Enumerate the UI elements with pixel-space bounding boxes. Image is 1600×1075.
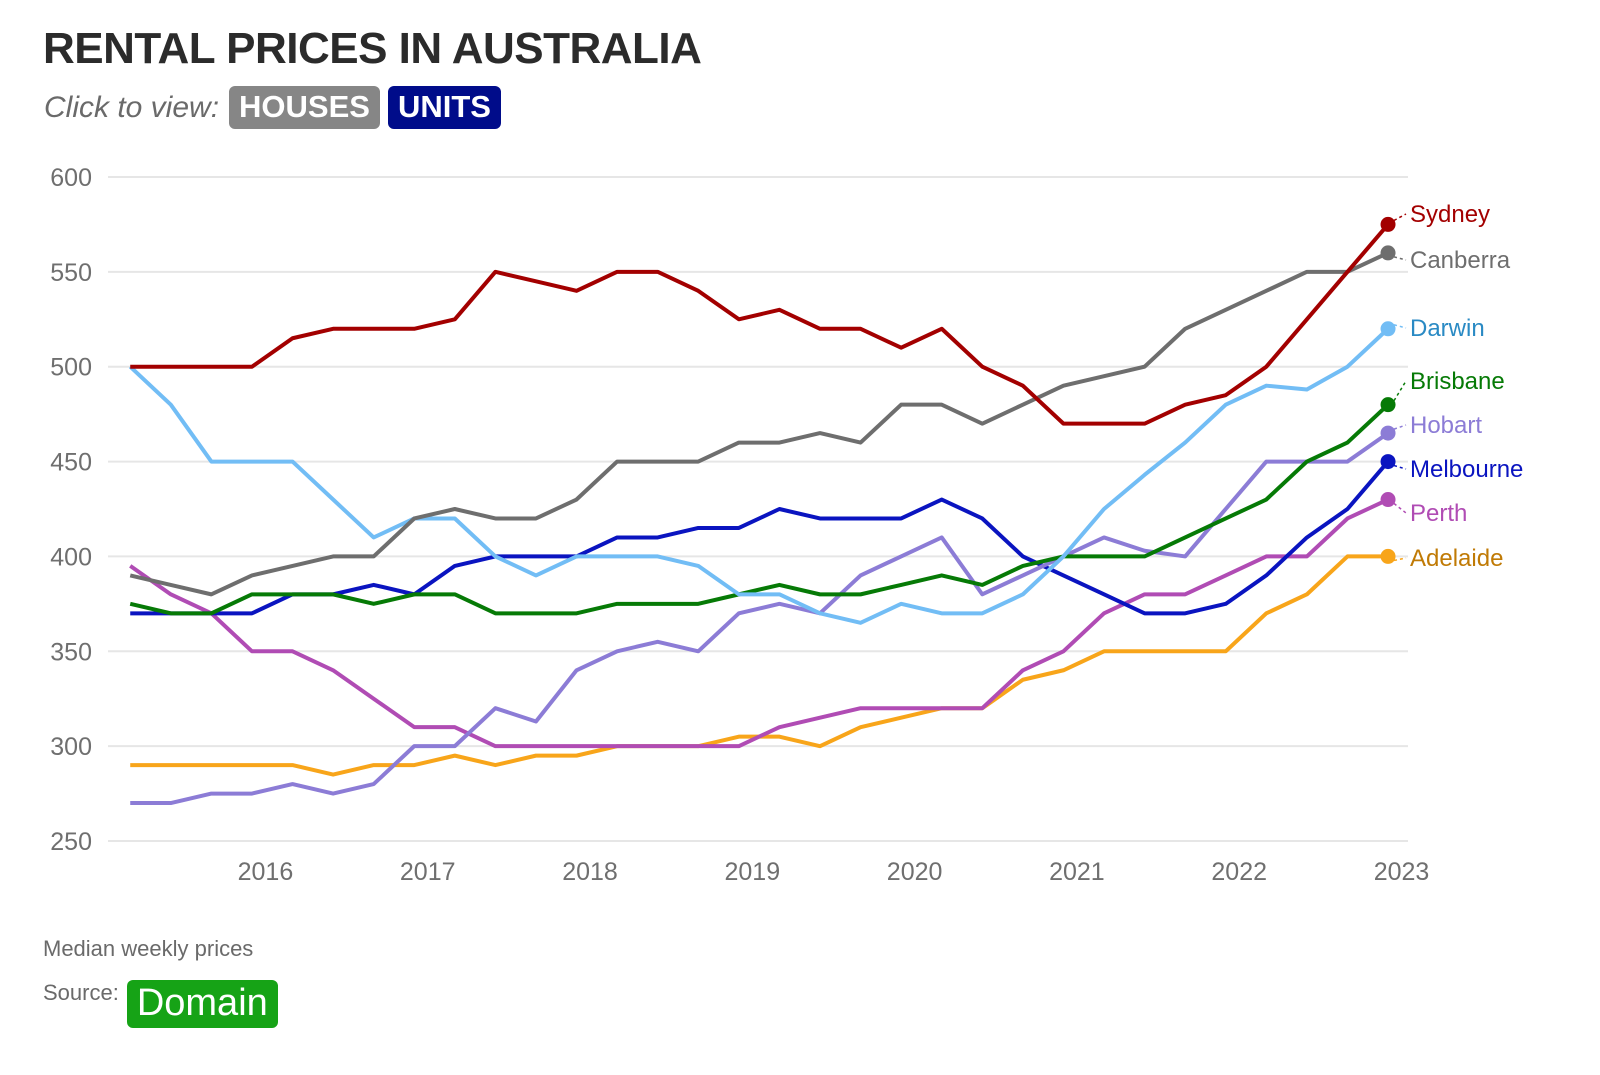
source-domain-logo[interactable]: Domain (126, 980, 278, 1028)
series-label-canberra: Canberra (1410, 247, 1511, 274)
y-tick-label: 250 (50, 828, 92, 856)
series-line-sydney[interactable] (130, 223, 1390, 426)
label-connector (1393, 256, 1407, 261)
series-line-perth[interactable] (129, 497, 1389, 749)
series-end-markers (1380, 216, 1396, 564)
x-axis-ticks: 2016 2017 2018 2019 2020 2021 2022 2023 (238, 858, 1430, 886)
label-connector (1393, 464, 1407, 470)
y-tick-label: 550 (50, 259, 92, 287)
x-tick-label: 2016 (238, 858, 294, 886)
series-line-brisbane[interactable] (129, 403, 1390, 616)
x-tick-label: 2017 (400, 858, 456, 886)
x-tick-label: 2019 (725, 858, 781, 886)
series-label-adelaide: Adelaide (1410, 545, 1503, 572)
label-connector (1393, 424, 1407, 430)
series-label-brisbane: Brisbane (1410, 368, 1505, 395)
end-marker-hobart[interactable] (1380, 425, 1396, 441)
chart-title: RENTAL PRICES IN AUSTRALIA (43, 24, 702, 73)
y-tick-label: 600 (50, 164, 92, 192)
label-connector (1393, 324, 1407, 329)
y-tick-label: 350 (50, 638, 92, 666)
y-tick-label: 500 (50, 354, 92, 382)
source-label: Source: (43, 980, 119, 1005)
click-to-view-label: Click to view: (44, 90, 220, 124)
series-lines (128, 223, 1390, 806)
end-marker-melbourne[interactable] (1380, 454, 1396, 470)
series-label-melbourne: Melbourne (1410, 456, 1523, 483)
label-connector (1393, 502, 1407, 514)
series-labels: Adelaide Perth Melbourne Hobart Brisbane Darw… (1393, 201, 1523, 572)
label-connector (1393, 557, 1407, 562)
series-line-canberra[interactable] (129, 251, 1389, 597)
end-marker-perth[interactable] (1380, 492, 1396, 508)
gridlines (108, 176, 1408, 842)
end-marker-sydney[interactable] (1380, 216, 1396, 232)
end-marker-canberra[interactable] (1380, 245, 1396, 261)
x-tick-label: 2021 (1049, 858, 1105, 886)
series-label-perth: Perth (1410, 500, 1467, 527)
series-line-melbourne[interactable] (130, 460, 1390, 616)
series-line-hobart[interactable] (130, 431, 1390, 806)
view-toggle: Click to view: HOUSES UNITS (44, 86, 501, 129)
x-tick-label: 2018 (562, 858, 618, 886)
series-line-darwin[interactable] (128, 327, 1390, 625)
end-marker-brisbane[interactable] (1380, 397, 1396, 413)
units-button[interactable]: UNITS (387, 86, 501, 129)
y-tick-label: 300 (50, 733, 92, 761)
x-tick-label: 2023 (1374, 858, 1430, 886)
source: Source: Domain (43, 980, 278, 1028)
end-marker-darwin[interactable] (1380, 321, 1396, 337)
label-connector (1393, 380, 1407, 402)
y-axis-ticks: 250 300 350 400 450 500 550 600 (50, 164, 92, 856)
series-label-sydney: Sydney (1410, 201, 1490, 228)
end-marker-adelaide[interactable] (1380, 548, 1396, 564)
y-tick-label: 450 (50, 449, 92, 477)
footnote: Median weekly prices (43, 936, 254, 961)
y-tick-label: 400 (50, 543, 92, 571)
x-tick-label: 2020 (887, 858, 943, 886)
label-connector (1393, 213, 1407, 222)
series-label-darwin: Darwin (1410, 315, 1485, 342)
houses-button[interactable]: HOUSES (229, 86, 380, 129)
series-label-hobart: Hobart (1410, 412, 1482, 439)
x-tick-label: 2022 (1211, 858, 1267, 886)
